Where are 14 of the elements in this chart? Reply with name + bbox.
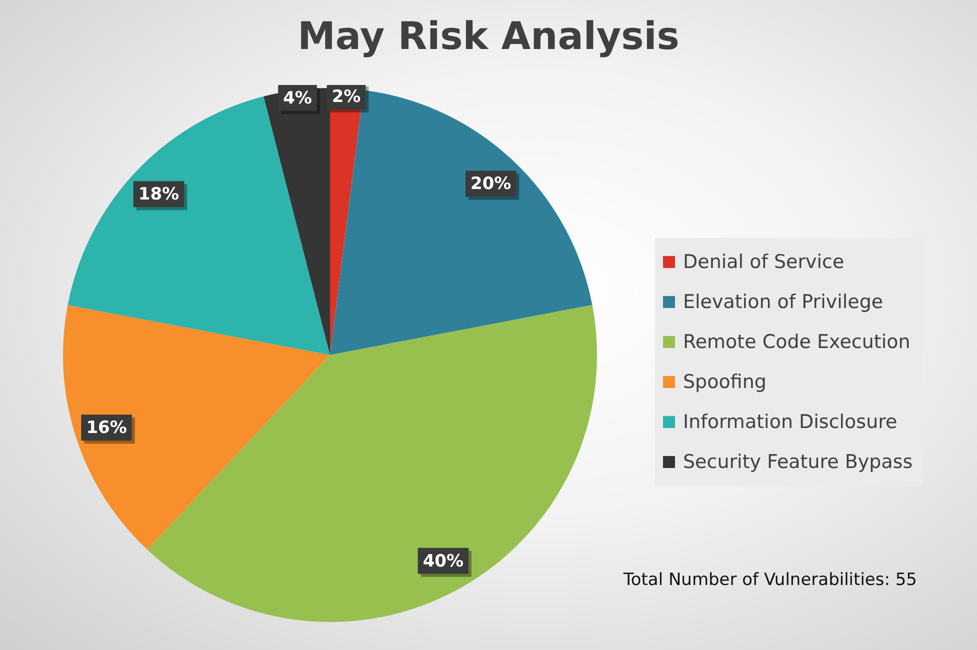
data-label: 20% [470, 174, 512, 194]
legend-label: Security Feature Bypass [683, 451, 913, 473]
legend-label: Elevation of Privilege [683, 291, 884, 313]
data-label: 40% [422, 551, 464, 572]
legend-label: Remote Code Execution [683, 331, 910, 353]
data-label: 18% [138, 184, 180, 205]
chart-title: May Risk Analysis [296, 14, 680, 58]
legend-label: Spoofing [683, 371, 766, 393]
legend-label: Denial of Service [683, 251, 844, 273]
data-label: 16% [86, 418, 127, 438]
data-label: 2% [332, 86, 361, 107]
text: Total Number of Vulnerabilities: 55 [623, 570, 917, 590]
data-label: 4% [283, 88, 312, 108]
legend-label: Information Disclosure [683, 411, 898, 433]
